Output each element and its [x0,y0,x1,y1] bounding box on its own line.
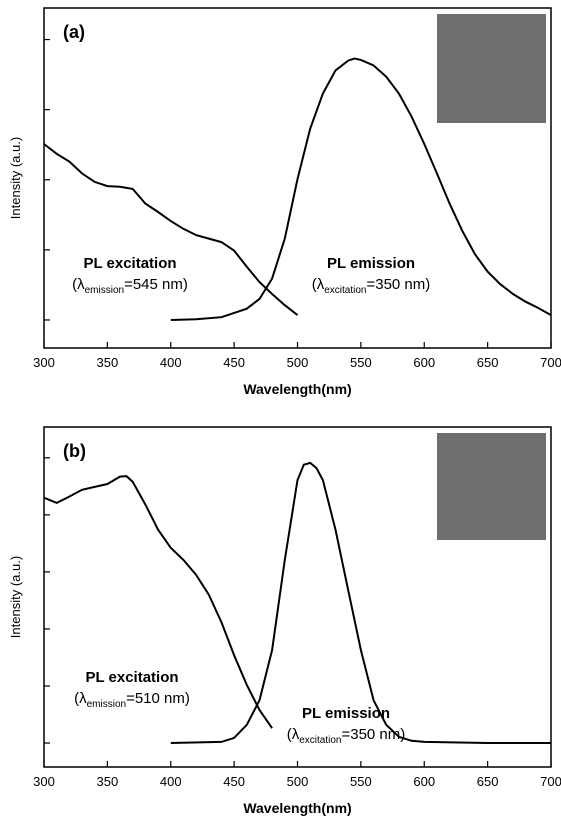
x-axis-title: Wavelength(nm) [243,800,351,816]
annotation-title: PL emission [327,255,415,272]
panel-label: (b) [63,441,86,461]
x-tick-label: 550 [350,774,372,789]
annotation-prefix: (λ [287,726,300,743]
panel-label: (a) [63,22,85,42]
annotation-subscript: excitation [299,735,341,746]
x-tick-label: 550 [350,355,372,370]
annotation-detail: (λexcitation=350 nm) [287,726,406,746]
x-tick-label: 700 [540,355,561,370]
sem-inset [437,14,546,123]
annotation-title: PL emission [302,705,390,722]
x-tick-label: 300 [33,774,55,789]
annotation-detail: (λemission=510 nm) [74,690,190,710]
x-tick-label: 650 [477,355,499,370]
x-tick-label: 400 [160,774,182,789]
y-axis-title: Intensity (a.u.) [8,137,23,219]
annotation-prefix: (λ [74,690,87,707]
annotation-title: PL excitation [85,669,178,686]
x-tick-label: 500 [287,355,309,370]
x-tick-label: 300 [33,355,55,370]
x-tick-label: 350 [97,774,119,789]
y-axis-title: Intensity (a.u.) [8,556,23,638]
data-line [43,143,299,316]
annotation-suffix: =545 nm) [124,276,188,293]
x-tick-label: 500 [287,774,309,789]
sem-inset [437,433,546,540]
data-line [43,475,273,729]
annotation-suffix: =350 nm) [366,276,430,293]
annotation-subscript: emission [87,699,126,710]
x-tick-label: 450 [223,774,245,789]
annotation-subscript: emission [85,285,124,296]
annotation-prefix: (λ [72,276,85,293]
x-tick-label: 350 [97,355,119,370]
x-axis-title: Wavelength(nm) [243,381,351,397]
annotation-title: PL excitation [83,255,176,272]
annotation-subscript: excitation [324,285,366,296]
x-tick-label: 600 [413,355,435,370]
data-line [170,57,552,321]
annotation-suffix: =350 nm) [341,726,405,743]
annotation-suffix: =510 nm) [126,690,190,707]
x-tick-label: 650 [477,774,499,789]
x-tick-label: 400 [160,355,182,370]
x-tick-label: 700 [540,774,561,789]
x-tick-label: 600 [413,774,435,789]
annotation-detail: (λemission=545 nm) [72,276,188,296]
data-line [170,461,551,744]
annotation-prefix: (λ [312,276,325,293]
annotation-detail: (λexcitation=350 nm) [312,276,431,296]
x-tick-label: 450 [223,355,245,370]
